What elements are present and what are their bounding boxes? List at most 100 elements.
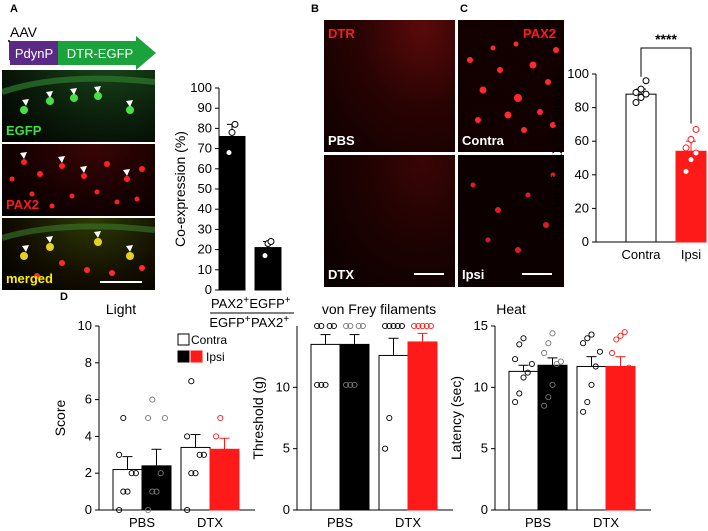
- light-point: [124, 488, 131, 495]
- light-point: [188, 378, 195, 385]
- pax2-count-point: [687, 136, 695, 144]
- von-frey-point: [330, 322, 337, 330]
- heat-point: [584, 335, 591, 342]
- coexpression-point: [225, 149, 233, 157]
- pax2-count-category-label: Ipsi: [681, 247, 701, 262]
- coexpression-ytick-label: 40: [198, 201, 212, 216]
- light-bar: [209, 448, 240, 511]
- heat-point: [520, 374, 527, 381]
- coexpression-category-sup: +: [285, 295, 291, 306]
- light-point: [213, 488, 220, 495]
- von-frey-point: [347, 322, 354, 330]
- light-bar: [180, 446, 211, 511]
- pax2-count-ytick-label: 20: [575, 200, 589, 215]
- coexpression-category-denominator: EGFP+: [209, 314, 250, 330]
- von-frey-ytick-label: 5: [283, 441, 290, 456]
- von-frey-point: [415, 322, 422, 330]
- heat-ylabel: Latency (sec): [448, 376, 464, 460]
- heat-title: Heat: [496, 301, 526, 317]
- heat-ytick-label: 15: [474, 318, 488, 333]
- dtr-dtx-image: DTX: [324, 155, 455, 287]
- coexpression-ytick-label: 90: [198, 100, 212, 115]
- von-frey-bar: [378, 354, 409, 511]
- light-group-label: PBS: [129, 515, 155, 530]
- von-frey-ylabel: Threshold (g): [250, 376, 266, 459]
- von-frey-point: [382, 445, 389, 452]
- coexpression-ytick-label: 20: [198, 242, 212, 257]
- panel-letter-c: C: [460, 3, 468, 15]
- heat-point: [512, 399, 519, 406]
- von-frey-point: [411, 381, 418, 388]
- light-point: [225, 451, 232, 458]
- coexpression-ytick-label: 80: [198, 120, 212, 135]
- heat-point: [528, 360, 535, 368]
- light-point: [229, 451, 236, 458]
- heat-point: [541, 349, 548, 357]
- heat-group-label: DTX: [593, 515, 619, 530]
- light-point: [116, 506, 123, 514]
- heat-point: [580, 340, 587, 347]
- light-ytick-label: 8: [85, 355, 92, 370]
- coexpression-bar: [218, 135, 246, 291]
- pax2-count-bar: [625, 93, 657, 243]
- pax2-ipsi-image: Ipsi: [458, 155, 564, 287]
- heat-point: [613, 336, 620, 343]
- von-frey-point: [411, 322, 418, 330]
- pax2-count-ytick-label: 80: [575, 100, 589, 115]
- von-frey-point: [318, 322, 325, 330]
- heat-bar: [576, 365, 607, 511]
- light-point: [188, 470, 195, 477]
- von-frey-ytick-label: 10: [276, 379, 290, 394]
- von-frey-title: von Frey filaments: [322, 301, 436, 317]
- dtx-image-label: DTX: [328, 267, 354, 282]
- pax2-count-ytick-label: 100: [567, 66, 589, 81]
- light-point: [184, 433, 191, 440]
- light-point: [157, 470, 164, 477]
- light-point: [120, 414, 127, 422]
- light-ytick-label: 6: [85, 392, 92, 407]
- light-point: [128, 470, 135, 477]
- dtr-label: DTR: [328, 26, 355, 41]
- coexpression-ytick-label: 30: [198, 221, 212, 236]
- pax2-count-point: [682, 167, 690, 175]
- coexpression-ytick-label: 60: [198, 161, 212, 176]
- coexpression-point: [267, 238, 275, 246]
- light-ylabel: Score: [52, 400, 68, 437]
- heat-bar: [605, 365, 636, 511]
- gene-label: DTR-EGFP: [67, 46, 133, 61]
- von-frey-point: [343, 322, 350, 330]
- heat-group-label: PBS: [525, 515, 551, 530]
- pax2-count-category-label: Contra: [621, 247, 661, 262]
- von-frey-bar: [339, 343, 370, 511]
- heat-point: [621, 329, 628, 336]
- coexpression-ytick-label: 70: [198, 141, 212, 156]
- pax2-count-point: [642, 90, 650, 98]
- coexpression-ytick-label: 10: [198, 262, 212, 277]
- heat-point: [609, 427, 616, 434]
- heat-ytick-label: 10: [474, 379, 488, 394]
- von-frey-point: [326, 322, 333, 330]
- pax2-count-bar: [675, 150, 707, 243]
- pax2-label-c: PAX2: [523, 26, 556, 41]
- coexpression-category-numerator: PAX2+: [211, 295, 249, 311]
- coexpression-point: [228, 128, 236, 136]
- scale-bar-c: [522, 273, 552, 275]
- von-frey-point: [318, 381, 325, 388]
- light-point: [149, 396, 156, 403]
- pax2-count-point: [637, 94, 645, 102]
- coexpression-category-sup: +: [245, 314, 251, 325]
- light-point: [120, 488, 127, 495]
- von-frey-point: [314, 381, 321, 388]
- pax2-image: PAX2: [2, 144, 155, 216]
- coexpression-ytick-label: 100: [190, 80, 212, 95]
- panel-letter-d: D: [60, 291, 68, 303]
- light-point: [217, 470, 224, 477]
- heat-point: [545, 394, 552, 401]
- von-frey-bar: [310, 343, 341, 511]
- heat-bar: [508, 370, 539, 511]
- light-point: [217, 414, 224, 422]
- light-legend-label: Ipsi: [206, 350, 225, 364]
- pax2-contra-image: PAX2 Contra: [458, 20, 564, 152]
- von-frey-ytick-label: 0: [283, 502, 290, 517]
- pax2-count-ytick-label: 40: [575, 167, 589, 182]
